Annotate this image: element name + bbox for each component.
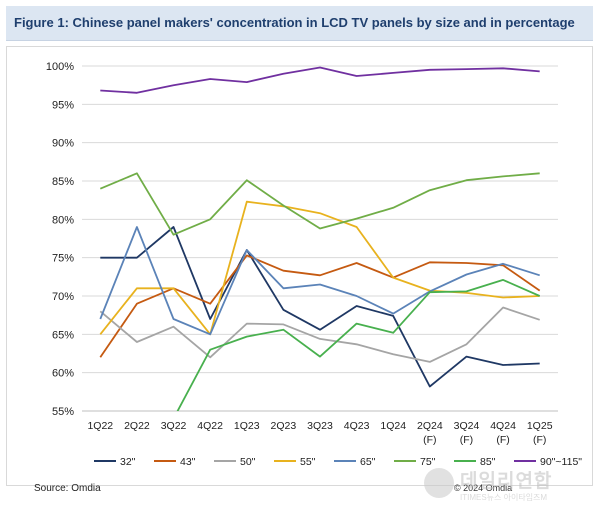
series-line (100, 226, 540, 388)
y-tick-label: 75% (52, 253, 74, 265)
figure-title: Figure 1: Chinese panel makers' concentr… (14, 15, 575, 30)
series-line (99, 226, 540, 336)
watermark: 데일리연합 ITIMES뉴스 아이타임즈M (420, 464, 590, 508)
x-tick-label: 1Q23 (234, 420, 260, 432)
x-tick-label: 3Q23 (307, 420, 333, 432)
series-line (176, 279, 541, 411)
series-line (99, 200, 540, 336)
watermark-main-text: 데일리연합 (460, 471, 553, 492)
x-tick-label: (F) (423, 434, 436, 446)
series-line (99, 306, 540, 363)
y-tick-label: 55% (52, 406, 74, 418)
y-tick-label: 100% (46, 61, 74, 73)
y-tick-label: 80% (52, 214, 74, 226)
watermark-logo-icon (424, 468, 454, 498)
series-line (99, 254, 541, 358)
x-tick-label: (F) (496, 434, 509, 446)
x-tick-label: (F) (460, 434, 473, 446)
x-tick-label: 1Q22 (87, 420, 113, 432)
series-line (99, 172, 540, 236)
legend-label: 90"~115" (540, 456, 582, 468)
x-tick-label: 1Q25 (527, 420, 553, 432)
x-tick-label: 2Q22 (124, 420, 150, 432)
source-note: Source: Omdia (34, 483, 101, 494)
x-tick-label: 3Q24 (454, 420, 480, 432)
copyright-note: © 2024 Omdia (454, 483, 513, 493)
legend-label: 65" (360, 456, 376, 468)
watermark-sub-text: ITIMES뉴스 아이타임즈M (460, 493, 548, 502)
series-line (100, 66, 540, 94)
x-tick-label: 1Q24 (380, 420, 406, 432)
x-tick-label: 4Q24 (490, 420, 516, 432)
legend-label: 85" (480, 456, 496, 468)
y-tick-label: 95% (52, 99, 74, 111)
legend-label: 32" (120, 456, 136, 468)
y-tick-label: 90% (52, 138, 74, 150)
x-tick-label: 2Q23 (271, 420, 297, 432)
chart-frame (6, 46, 593, 486)
y-tick-label: 85% (52, 176, 74, 188)
x-tick-label: 2Q24 (417, 420, 443, 432)
y-tick-label: 70% (52, 291, 74, 303)
legend-label: 43" (180, 456, 196, 468)
legend-label: 55" (300, 456, 316, 468)
y-tick-label: 65% (52, 329, 74, 341)
legend-label: 75" (420, 456, 436, 468)
x-tick-label: 4Q22 (197, 420, 223, 432)
x-tick-label: (F) (533, 434, 546, 446)
x-tick-label: 4Q23 (344, 420, 370, 432)
y-tick-label: 60% (52, 368, 74, 380)
legend-label: 50" (240, 456, 256, 468)
x-tick-label: 3Q22 (161, 420, 187, 432)
figure-header: Figure 1: Chinese panel makers' concentr… (6, 6, 593, 41)
